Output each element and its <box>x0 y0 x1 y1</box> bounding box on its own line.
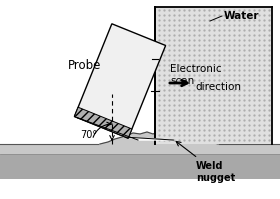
Polygon shape <box>74 24 165 138</box>
Text: Probe: Probe <box>68 59 101 72</box>
Text: Water: Water <box>224 11 260 21</box>
Polygon shape <box>74 107 132 138</box>
Text: Weld
nugget: Weld nugget <box>176 141 235 183</box>
Polygon shape <box>100 132 218 146</box>
Polygon shape <box>77 118 173 140</box>
Text: 70°: 70° <box>80 130 97 140</box>
Text: Electronic
scan: Electronic scan <box>170 64 222 86</box>
Bar <box>0 144 280 154</box>
Text: direction: direction <box>195 82 241 92</box>
Bar <box>0 154 280 179</box>
Bar <box>155 7 272 144</box>
